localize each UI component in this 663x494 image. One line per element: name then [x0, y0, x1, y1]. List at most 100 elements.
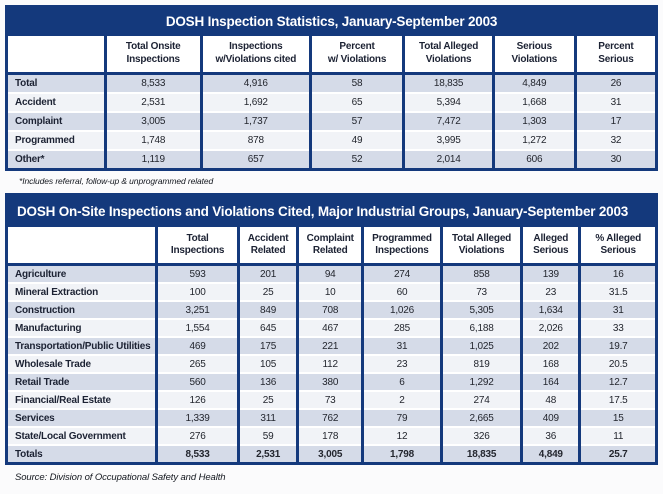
table-cell: 139	[520, 264, 580, 283]
table-cell: 178	[296, 426, 363, 445]
row-label: Totals	[8, 444, 157, 462]
table2-title: DOSH On-Site Inspections and Violations …	[8, 195, 655, 227]
table-cell: 274	[439, 390, 522, 409]
table-cell: 1,026	[361, 300, 442, 319]
table-cell: 1,668	[491, 91, 576, 112]
table-cell: 8,533	[155, 444, 239, 462]
row-label: Services	[8, 408, 157, 427]
table-row: Transportation/Public Utilities 469 175 221…	[8, 336, 655, 355]
table-row: Construction 3,251 849 708 1,026 5,305 1,634 31	[8, 300, 655, 319]
table-cell: 265	[155, 354, 239, 373]
column-header	[8, 227, 157, 266]
table-row: Other* 1,119 657 52 2,014 606 30	[8, 148, 655, 168]
table-row: Complaint 3,005 1,737 57 7,472 1,303 17	[8, 110, 655, 131]
column-header: Inspections w/Violations cited	[199, 35, 311, 75]
table-cell: 23	[361, 354, 442, 373]
row-label: Agriculture	[15, 268, 67, 280]
table-cell: 17.5	[578, 390, 655, 409]
row-label: Programmed	[8, 129, 106, 150]
table-cell: 560	[155, 372, 239, 391]
table-cell: 2,665	[439, 408, 522, 427]
table-cell: 201	[236, 264, 298, 283]
row-label: Accident	[8, 91, 106, 112]
table-cell: 73	[439, 282, 522, 301]
table-cell: 1,292	[439, 372, 522, 391]
table-cell: 79	[361, 408, 442, 427]
column-header: Total Alleged Violations	[439, 227, 522, 266]
row-label: Other*	[8, 148, 106, 168]
table-row: Accident 2,531 1,692 65 5,394 1,668 31	[8, 91, 655, 112]
row-label: Financial/Real Estate	[8, 390, 157, 409]
table1-header-row: Total Onsite Inspections Inspections w/Vi…	[8, 35, 655, 75]
table-cell: 30	[573, 148, 655, 168]
table-cell: 311	[236, 408, 298, 427]
row-label: Construction	[8, 300, 157, 319]
table-cell: 3,995	[402, 129, 494, 150]
table-cell: 274	[361, 264, 442, 283]
table-row: Retail Trade 560 136 380 6 1,292 164 12.7	[8, 372, 655, 391]
table-cell: 12.7	[578, 372, 655, 391]
column-header: Total Onsite Inspections	[103, 35, 202, 75]
row-label: Manufacturing	[8, 318, 157, 337]
table-cell: 409	[520, 408, 580, 427]
table1-footnote: *Includes referral, follow-up & unprogra…	[19, 175, 214, 186]
table-cell: 467	[296, 318, 363, 337]
table-cell: 858	[439, 264, 522, 283]
column-header: Percent w/ Violations	[308, 35, 404, 75]
table-cell: 168	[520, 354, 580, 373]
table-cell: 23	[520, 282, 580, 301]
inspection-statistics-table: Total Onsite Inspections Inspections w/Vi…	[8, 35, 655, 168]
table-cell: 12	[361, 426, 442, 445]
table-row: Services 1,339 311 762 79 2,665 409 15	[8, 408, 655, 427]
table-cell: 4,916	[199, 73, 311, 93]
table-cell: 15	[578, 408, 655, 427]
table-cell: 26	[573, 73, 655, 93]
row-label: State/Local Government	[8, 426, 157, 445]
table1-title: DOSH Inspection Statistics, January-Sept…	[8, 8, 655, 36]
report-page: DOSH Inspection Statistics, January-Sept…	[5, 5, 658, 483]
industrial-groups-table-frame: DOSH On-Site Inspections and Violations …	[5, 192, 658, 465]
table-cell: 10	[296, 282, 363, 301]
row-label: Wholesale Trade	[8, 354, 157, 373]
table-cell: 164	[520, 372, 580, 391]
table-row: Total 8,533 4,916 58 18,835 4,849 26	[8, 73, 655, 93]
table-cell: 20.5	[578, 354, 655, 373]
row-label: Retail Trade	[8, 372, 157, 391]
table-cell: 645	[236, 318, 298, 337]
table-cell: 112	[296, 354, 363, 373]
table-cell: 25	[236, 390, 298, 409]
table-cell: 708	[296, 300, 363, 319]
row-label: Total	[15, 77, 38, 89]
table-cell: 2,531	[236, 444, 298, 462]
table-cell: 11	[578, 426, 655, 445]
table-cell: 73	[296, 390, 363, 409]
row-label: Complaint	[8, 110, 106, 131]
table-cell: 1,634	[520, 300, 580, 319]
table-cell: 5,394	[402, 91, 494, 112]
table-cell: 136	[236, 372, 298, 391]
table-cell: 1,339	[155, 408, 239, 427]
table-cell: 1,748	[103, 129, 202, 150]
table-row: Mineral Extraction 100 25 10 60 73 23 31.5	[8, 282, 655, 301]
table-cell: 5,305	[439, 300, 522, 319]
table-cell: 57	[308, 110, 404, 131]
column-header: Alleged Serious	[520, 227, 580, 266]
table-cell: 4,849	[491, 73, 576, 93]
table-cell: 285	[361, 318, 442, 337]
table-row: Agriculture 593 201 94 274 858 139 16	[8, 264, 655, 283]
table-cell: 175	[236, 336, 298, 355]
table-cell: 3,005	[103, 110, 202, 131]
table-cell: 2,531	[103, 91, 202, 112]
table-cell: 17	[573, 110, 655, 131]
table-cell: 18,835	[439, 444, 522, 462]
table-cell: 878	[199, 129, 311, 150]
table-cell: 18,835	[402, 73, 494, 93]
table-cell: 31	[573, 91, 655, 112]
table-cell: 7,472	[402, 110, 494, 131]
column-header: Total Alleged Violations	[402, 35, 494, 75]
inspection-statistics-table-frame: DOSH Inspection Statistics, January-Sept…	[5, 5, 658, 171]
table-cell: 48	[520, 390, 580, 409]
row-label: Transportation/Public Utilities	[8, 336, 157, 355]
table-cell: 31	[361, 336, 442, 355]
table-cell: 126	[155, 390, 239, 409]
